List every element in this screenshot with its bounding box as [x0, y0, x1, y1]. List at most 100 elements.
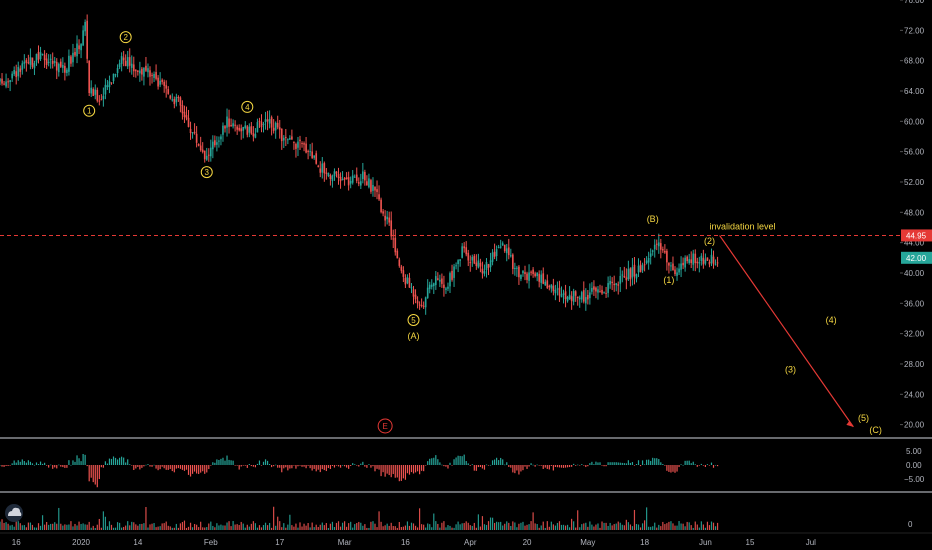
- oscillator-bar: [210, 465, 212, 466]
- candle-body: [246, 126, 249, 135]
- volume-bar: [279, 521, 281, 530]
- volume-bar: [106, 526, 109, 530]
- volume-bar: [611, 525, 613, 530]
- candle-body: [467, 252, 470, 261]
- volume-bar: [17, 521, 19, 530]
- oscillator-bar: [5, 465, 7, 466]
- oscillator-bar: [560, 465, 563, 468]
- oscillator-bar: [362, 461, 364, 465]
- candle-body: [532, 269, 534, 274]
- price-badge[interactable]: [901, 229, 932, 242]
- volume-bar: [629, 524, 632, 530]
- volume-bar: [623, 525, 625, 530]
- oscillator-bar: [463, 454, 465, 465]
- oscillator-bar: [125, 462, 127, 465]
- candle-body: [384, 215, 386, 221]
- volume-bar: [167, 525, 169, 530]
- oscillator-bar: [670, 465, 672, 473]
- oscillator-bar: [611, 462, 613, 465]
- candle-body: [678, 268, 680, 273]
- candle-body: [80, 44, 82, 51]
- volume-bar: [366, 527, 368, 530]
- volume-bar: [62, 525, 64, 530]
- volume-bar: [7, 523, 9, 530]
- time-axis[interactable]: 16 2020 14 Feb 17 Mar 16 Apr 20 May 18 Jun 15 Jul: [0, 532, 932, 547]
- events-circle[interactable]: [377, 418, 393, 434]
- tradingview-logo[interactable]: [5, 504, 23, 522]
- candle-body: [465, 247, 468, 255]
- wave-label: (4): [826, 315, 837, 325]
- oscillator-bar: [354, 464, 356, 465]
- oscillator-bar: [106, 463, 109, 465]
- candle-body: [96, 89, 99, 101]
- volume-bar: [362, 525, 364, 530]
- candle-body: [576, 296, 579, 299]
- candle-body: [72, 52, 74, 63]
- oscillator-bar: [593, 464, 595, 465]
- volume-bar: [668, 521, 670, 530]
- candle-body: [94, 89, 97, 95]
- candle-body: [86, 20, 88, 59]
- volume-bar: [21, 525, 23, 530]
- oscillator-bar: [443, 465, 445, 467]
- volume-bar: [329, 523, 332, 530]
- oscillator-bar: [17, 460, 19, 465]
- volume-bar: [652, 526, 654, 530]
- volume-bar: [234, 524, 236, 530]
- volume-bar: [686, 521, 688, 530]
- candle-body: [552, 285, 555, 292]
- volume-bar: [289, 514, 291, 530]
- candle-body: [526, 273, 528, 280]
- oscillator-bar: [400, 465, 402, 481]
- volume-bar: [627, 522, 629, 530]
- volume-bar: [250, 523, 252, 530]
- oscillator-bar: [37, 464, 40, 465]
- price-axis[interactable]: 76.00 72.00 68.00 64.00 60.00 56.00 52.00 48.00…: [900, 0, 932, 529]
- volume-bar: [546, 521, 548, 530]
- candle-body: [706, 257, 709, 261]
- oscillator-bar: [173, 465, 175, 473]
- volume-bar: [177, 527, 179, 530]
- oscillator-bar: [522, 465, 524, 471]
- candle-body: [165, 85, 168, 89]
- candle-body: [688, 259, 691, 263]
- oscillator-bar: [686, 460, 688, 465]
- price-tick-label: 40.00: [904, 269, 925, 278]
- oscillator-bar: [218, 459, 220, 465]
- oscillator-bar: [277, 465, 279, 468]
- oscillator-bar: [544, 465, 546, 468]
- events-marker[interactable]: E: [377, 418, 393, 434]
- candle-body: [307, 150, 309, 152]
- oscillator-bar: [485, 464, 488, 466]
- volume-bar: [589, 521, 591, 530]
- volume-bar: [416, 527, 419, 530]
- volume-bar: [98, 518, 100, 530]
- oscillator-bar: [268, 463, 271, 465]
- candle-body: [560, 294, 563, 298]
- oscillator-bar: [54, 465, 56, 468]
- volume-bar: [159, 526, 161, 530]
- candle-body: [631, 267, 634, 278]
- volume-bar: [331, 521, 334, 530]
- volume-bar: [390, 522, 392, 530]
- volume-bar: [591, 524, 593, 530]
- price-badge[interactable]: [901, 251, 932, 264]
- candle-body: [453, 266, 455, 278]
- oscillator-bar: [145, 464, 147, 466]
- candle-body: [43, 54, 46, 61]
- oscillator-bar: [483, 465, 486, 470]
- pane-dividers[interactable]: [0, 437, 932, 493]
- volume-bar: [181, 522, 184, 530]
- annotations: invalidation level 1 2 3 4 5 (A) (B) (1) (2) (3) (4…: [0, 31, 900, 435]
- projection-arrow: [719, 235, 854, 428]
- volume-bar: [678, 521, 680, 530]
- oscillator-bar: [139, 465, 141, 470]
- volume-bar: [676, 525, 678, 530]
- candle-body: [88, 60, 91, 94]
- oscillator-bar: [208, 465, 210, 470]
- volume-bar: [86, 524, 88, 530]
- volume-bar: [388, 525, 390, 530]
- oscillator-bar: [568, 465, 571, 468]
- candle-body: [345, 177, 348, 180]
